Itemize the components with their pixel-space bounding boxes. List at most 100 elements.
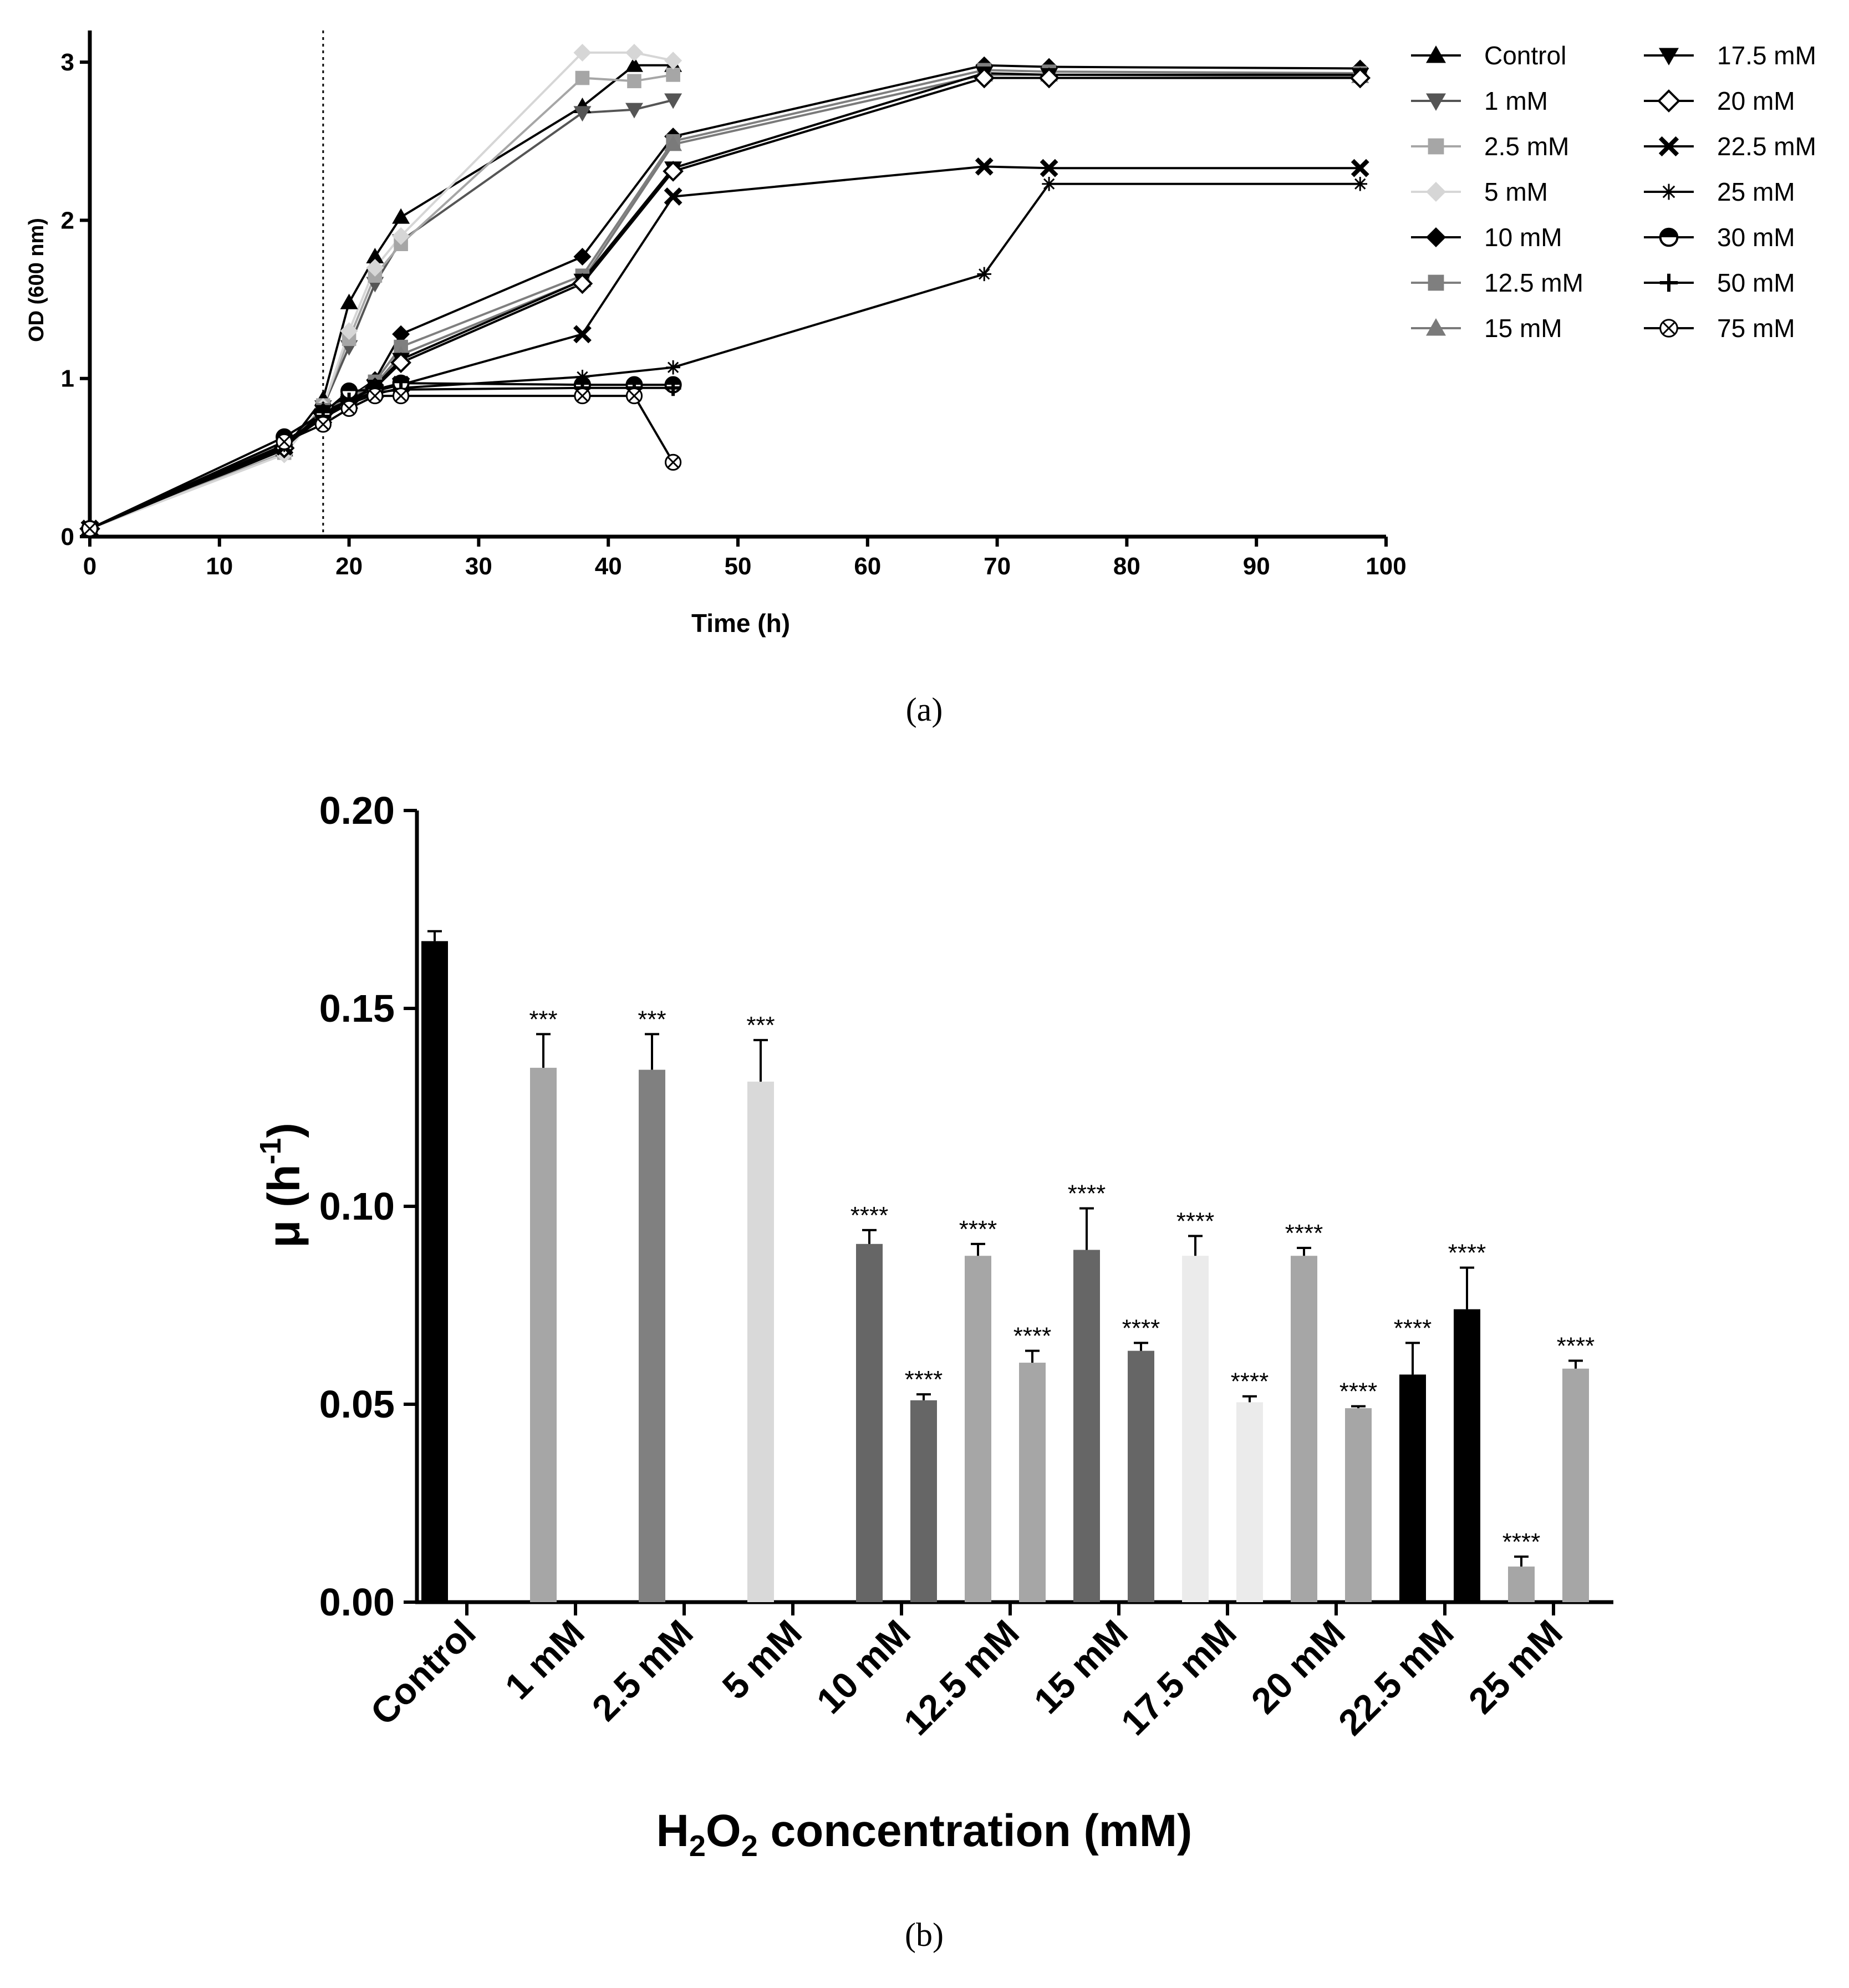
series-line-30-mm — [89, 382, 674, 530]
legend-entry-50-mm: 50 mM — [1644, 268, 1795, 297]
series-point-75-mm — [665, 453, 682, 471]
series-point-75-mm-cross — [369, 390, 381, 402]
panel-a-x-tick-label: 0 — [83, 553, 96, 580]
bar-20-mm-right — [1345, 1408, 1372, 1602]
series-point-1-mm — [625, 103, 643, 119]
panel-b-label: (b) — [905, 1916, 944, 1953]
significance-label-20-mm-right: **** — [1339, 1378, 1378, 1405]
series-point-20-mm — [663, 161, 684, 182]
legend-marker-1-mm — [1426, 93, 1446, 111]
bar-25-mm-left — [1508, 1566, 1535, 1602]
panel-a-x-tick-label: 60 — [854, 553, 881, 580]
series-point-75-mm — [276, 433, 293, 450]
series-point-22-5-mm — [1040, 159, 1058, 177]
series-point-75-mm-cross — [395, 390, 407, 402]
series-point-20-mm — [1038, 67, 1060, 89]
legend-label-30-mm: 30 mM — [1717, 223, 1795, 252]
panel-a-series-markers — [79, 43, 1371, 539]
bar-22-5-mm-right — [1454, 1309, 1480, 1602]
panel-b-x-tick-label-20-mm: 20 mM — [1243, 1612, 1353, 1722]
panel-b-y-tick-label: 0.20 — [319, 789, 395, 832]
legend-entry-20-mm: 20 mM — [1644, 86, 1795, 115]
legend-marker-30-mm-fill — [1660, 228, 1678, 237]
series-point-5-mm — [366, 258, 384, 277]
bar-15-mm-right — [1128, 1350, 1154, 1602]
series-point-22-5-mm — [1351, 159, 1369, 177]
legend-marker-20-mm — [1657, 89, 1680, 113]
series-point-5-mm — [573, 43, 592, 62]
bar-22-5-mm-left — [1399, 1374, 1426, 1602]
panel-b-x-tick-label-12-5-mm: 12.5 mM — [895, 1612, 1027, 1744]
legend-entry-15-mm: 15 mM — [1411, 314, 1562, 343]
panel-a-growth-curves: 0 10 20 30 40 50 60 70 80 90 100 0 1 2 3 Time (h) OD (… — [25, 30, 1816, 728]
series-point-75-mm-cross — [317, 418, 329, 431]
series-point-75-mm-cross — [278, 436, 291, 448]
series-point-22-5-mm — [573, 325, 592, 344]
series-line-75-mm — [89, 395, 674, 530]
bar-12-5-mm-left — [965, 1256, 991, 1602]
x-title-part-o: O — [706, 1806, 741, 1856]
panel-a-x-tick-label: 80 — [1113, 553, 1140, 580]
series-point-2-5-mm — [575, 70, 590, 85]
panel-b-y-axis-title: μ (h-1) — [254, 1123, 309, 1248]
panel-b-y-tick-label: 0.05 — [319, 1383, 395, 1426]
significance-label-17-5-mm-left: **** — [1176, 1208, 1215, 1235]
series-line-1-mm — [89, 99, 674, 530]
significance-label-25-mm-left: **** — [1502, 1528, 1541, 1556]
series-point-30-mm — [340, 382, 358, 400]
x-title-sub-2a: 2 — [689, 1829, 706, 1863]
series-point-1-mm — [573, 106, 592, 122]
panel-b-y-axis-title-close: ) — [259, 1123, 309, 1138]
panel-b-x-tick-label-22-5-mm: 22.5 mM — [1330, 1612, 1461, 1744]
series-point-75-mm — [625, 387, 643, 405]
panel-a-x-tick-label: 10 — [206, 553, 233, 580]
panel-a-y-tick-label: 2 — [61, 207, 74, 234]
legend-entry-1-mm: 1 mM — [1411, 86, 1548, 115]
bar-5-mm-left — [747, 1082, 774, 1602]
series-point-75-mm — [393, 387, 410, 405]
series-point-20-mm — [1349, 67, 1371, 89]
legend-label-50-mm: 50 mM — [1717, 268, 1795, 297]
legend-marker-10-mm — [1426, 227, 1446, 247]
panel-b-y-tick-label: 0.10 — [319, 1185, 395, 1228]
legend-marker-2-5-mm — [1428, 138, 1444, 155]
significance-label-10-mm-left: **** — [850, 1202, 889, 1229]
panel-b-x-tick-label-5-mm: 5 mM — [714, 1612, 809, 1707]
bar-17-5-mm-left — [1182, 1256, 1209, 1602]
significance-label-25-mm-right: **** — [1557, 1332, 1595, 1359]
series-point-75-mm-cross — [84, 523, 96, 535]
x-title-part-h: H — [656, 1806, 689, 1856]
legend-label-10-mm: 10 mM — [1484, 223, 1562, 252]
panel-b-x-tick-label-control: Control — [363, 1612, 483, 1733]
series-point-75-mm-cross — [628, 390, 640, 402]
legend-entry-5-mm: 5 mM — [1411, 177, 1548, 206]
panel-b-y-tick-label: 0.00 — [319, 1581, 395, 1624]
significance-label-22-5-mm-left: **** — [1394, 1314, 1432, 1342]
bar-control-left — [421, 941, 448, 1602]
panel-a-y-axis-title: OD (600 nm) — [25, 218, 48, 342]
series-point-30-mm-fill — [342, 383, 357, 391]
legend-marker-control — [1426, 45, 1446, 63]
series-point-15-mm — [664, 135, 682, 151]
series-point-1-mm — [664, 93, 682, 109]
series-point-control — [340, 293, 358, 309]
legend-entry-2-5-mm: 2.5 mM — [1411, 132, 1569, 161]
significance-label-5-mm-left: *** — [746, 1012, 775, 1039]
series-point-20-mm — [390, 352, 411, 373]
series-point-5-mm — [664, 52, 682, 70]
panel-a-label: (a) — [906, 691, 943, 728]
legend-marker-5-mm — [1426, 182, 1446, 202]
series-point-25-mm — [1042, 176, 1056, 191]
bar-2-5-mm-left — [639, 1069, 665, 1602]
bar-10-mm-left — [856, 1243, 883, 1602]
panel-a-x-tick-label: 20 — [335, 553, 363, 580]
series-point-20-mm — [572, 273, 593, 294]
x-title-rest: concentration (mM) — [758, 1806, 1193, 1856]
legend-marker-22-5-mm — [1658, 136, 1679, 157]
series-point-25-mm — [666, 360, 680, 375]
legend-entry-22-5-mm: 22.5 mM — [1644, 132, 1816, 161]
series-point-75-mm-cross — [343, 402, 355, 415]
series-line-50-mm — [89, 386, 674, 530]
bar-25-mm-right — [1562, 1368, 1589, 1602]
